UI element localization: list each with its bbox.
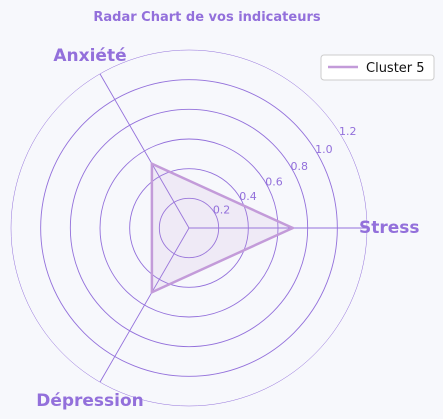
legend-box <box>320 54 435 81</box>
axis-label-0: Stress <box>359 218 420 238</box>
chart-title: Radar Chart de vos indicateurs <box>93 10 320 25</box>
radial-tick-label: 0.4 <box>239 190 257 203</box>
series-area-0 <box>151 163 293 293</box>
legend: Cluster 5 <box>320 54 435 81</box>
spoke-1 <box>99 73 190 229</box>
axis-label-2: Dépression <box>36 391 144 411</box>
data-point-2 <box>150 291 154 294</box>
radial-tick-label: 1.0 <box>315 143 333 156</box>
series-line-0 <box>150 162 295 294</box>
legend-entry-cluster-5: Cluster 5 <box>366 61 425 76</box>
radar-labels: 0.2 0.4 0.6 0.8 1.0 1.2 Stress Anxiété Dépressio… <box>36 46 419 411</box>
radial-tick-label: 0.2 <box>213 203 231 216</box>
radar-series <box>150 162 295 294</box>
radial-tick-label: 0.6 <box>265 175 283 188</box>
radial-tick-label: 1.2 <box>339 125 357 138</box>
axis-label-1: Anxiété <box>53 46 126 66</box>
data-point-1 <box>150 162 154 165</box>
radar-grid <box>10 49 368 407</box>
spoke-2 <box>99 227 190 383</box>
radial-tick-label: 0.8 <box>290 160 308 173</box>
data-point-0 <box>291 226 295 230</box>
